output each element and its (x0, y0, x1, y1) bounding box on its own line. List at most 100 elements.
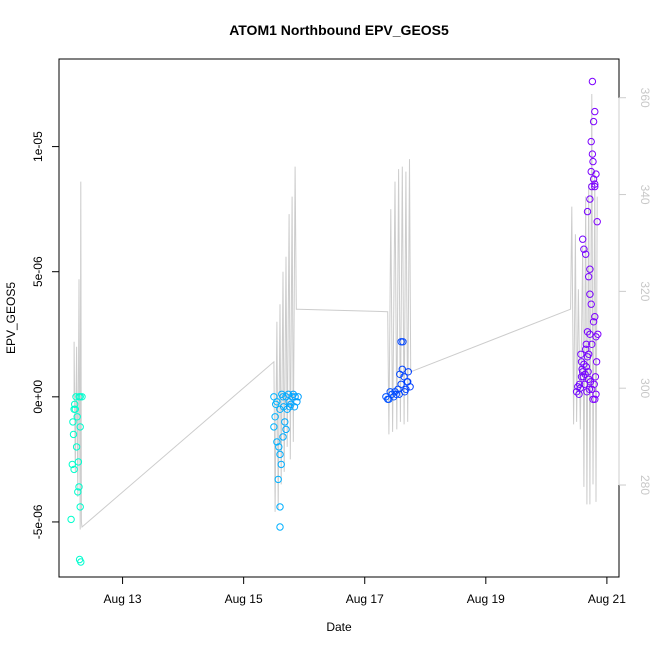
data-point (75, 483, 83, 491)
data-point (577, 350, 585, 358)
data-point (592, 390, 600, 398)
data-point (591, 313, 599, 321)
y-axis-label: EPV_GEOS5 (4, 282, 18, 354)
data-point (404, 368, 412, 376)
y2-tick-label: 280 (638, 475, 650, 495)
data-point (593, 218, 601, 226)
data-point (589, 117, 598, 126)
data-point (68, 460, 77, 469)
y-axis-left: -5e-06 0e+00 5e-06 1e-05 (31, 131, 60, 539)
data-point (586, 290, 594, 298)
data-point (585, 375, 593, 383)
data-point (582, 340, 590, 348)
data-point (384, 395, 392, 403)
y-axis-right: 280 300 320 340 360 (618, 88, 650, 495)
data-point (585, 273, 593, 281)
data-point (588, 150, 597, 158)
data-point (589, 318, 598, 326)
data-point (580, 360, 588, 368)
plot-frame (58, 58, 620, 578)
x-tick-label: Aug 13 (104, 592, 142, 606)
data-point (276, 503, 284, 511)
data-point (575, 390, 583, 398)
data-point (273, 438, 281, 446)
data-point (294, 393, 302, 401)
y2-tick-label: 300 (638, 378, 650, 398)
x-axis-label: Date (326, 620, 352, 634)
data-point (69, 418, 77, 426)
data-point (69, 430, 78, 439)
data-point (286, 403, 294, 411)
y-tick-label: -5e-06 (31, 504, 45, 539)
data-point (594, 330, 602, 338)
y-tick-label: 1e-05 (31, 131, 45, 162)
data-point (284, 390, 293, 398)
data-point (587, 137, 595, 146)
data-point (277, 460, 285, 469)
data-point (585, 385, 593, 393)
chart-title: ATOM1 Northbound EPV_GEOS5 (229, 22, 449, 38)
data-point (583, 207, 592, 216)
data-point (275, 443, 283, 451)
data-point (271, 413, 279, 421)
data-point (274, 475, 282, 484)
y2-tick-label: 360 (638, 88, 650, 108)
data-point (587, 167, 595, 176)
data-point (587, 300, 595, 308)
data-point (399, 338, 407, 346)
data-point (392, 390, 400, 398)
data-point (281, 418, 289, 426)
data-point (591, 182, 599, 191)
data-point (586, 195, 594, 203)
x-tick-label: Aug 21 (588, 592, 626, 606)
data-point (574, 383, 582, 391)
data-point (580, 245, 588, 253)
x-axis: Aug 13 Aug 15 Aug 17 Aug 19 Aug 21 (104, 576, 626, 606)
data-point (72, 443, 81, 451)
data-point (583, 328, 592, 336)
data-point (282, 425, 290, 434)
data-point (591, 180, 599, 188)
data-point (71, 405, 80, 413)
series-line-group (73, 93, 598, 530)
y2-tick-label: 340 (638, 185, 650, 205)
data-point (404, 378, 412, 386)
data-point (276, 450, 284, 459)
data-point (74, 458, 83, 466)
data-point (582, 250, 590, 258)
data-point (591, 373, 600, 381)
data-point (577, 358, 586, 366)
series-line (73, 93, 598, 530)
data-point (386, 388, 394, 396)
data-point (77, 558, 85, 566)
data-point (584, 368, 592, 376)
data-point (591, 107, 599, 116)
data-point (71, 400, 79, 408)
data-point (73, 413, 81, 421)
data-point (586, 265, 594, 273)
data-point (279, 433, 287, 441)
data-point (590, 380, 598, 388)
data-point (586, 330, 594, 338)
data-point (70, 465, 78, 474)
data-point (67, 515, 75, 524)
data-point (572, 388, 581, 396)
data-point (585, 350, 593, 358)
data-point (276, 523, 284, 531)
data-point (76, 423, 84, 431)
data-point (272, 400, 280, 408)
data-point (589, 157, 597, 166)
y-tick-label: 0e+00 (31, 380, 45, 414)
x-tick-label: Aug 19 (467, 592, 505, 606)
data-point (74, 488, 82, 496)
y-tick-label: 5e-06 (31, 256, 45, 287)
data-points-group (67, 77, 602, 566)
data-point (401, 388, 409, 396)
data-point (582, 363, 590, 371)
data-point (397, 380, 405, 388)
data-point (591, 395, 599, 403)
data-point (580, 380, 589, 388)
y2-tick-label: 320 (638, 281, 650, 301)
x-tick-label: Aug 15 (225, 592, 263, 606)
